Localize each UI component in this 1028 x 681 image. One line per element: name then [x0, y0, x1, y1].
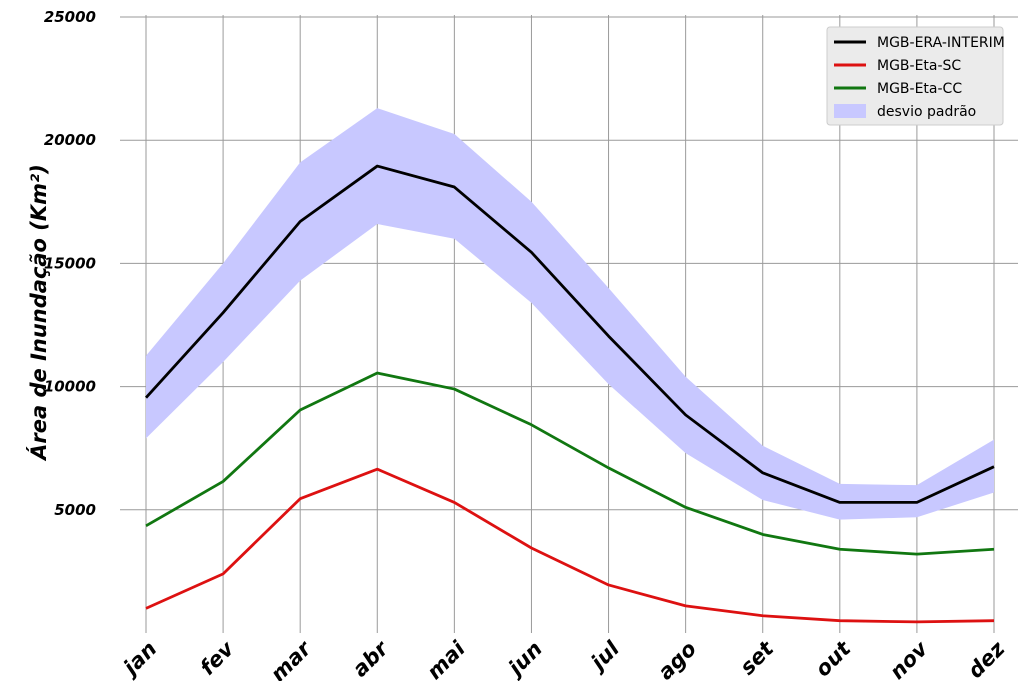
x-axis-ticks: jan fev mar abr mai jun jul ago set out nov dez	[117, 635, 1010, 681]
legend-swatch	[834, 104, 866, 118]
legend-label: MGB-ERA-INTERIM	[877, 35, 1005, 51]
x-tick-label: mar	[266, 635, 317, 681]
x-tick-label: out	[811, 636, 857, 681]
series-line-mgb-eta-cc	[145, 371, 995, 556]
legend: MGB-ERA-INTERIM MGB-Eta-SC MGB-Eta-CC desvi…	[826, 26, 1005, 126]
x-tick-label: jan	[117, 637, 162, 681]
y-axis-ticks: 5000 10000 15000 20000 25000	[44, 8, 96, 519]
x-tick-label: jun	[502, 637, 547, 681]
y-tick-label: 15000	[44, 254, 96, 272]
series-line-mgb-era-interim	[144, 164, 995, 504]
y-tick-label: 5000	[54, 501, 96, 519]
x-tick-label: jul	[584, 636, 624, 676]
y-tick-label: 20000	[44, 131, 96, 149]
legend-label: MGB-Eta-CC	[877, 81, 962, 97]
x-tick-label: nov	[885, 636, 933, 681]
legend-label: desvio padrão	[877, 104, 976, 120]
y-tick-label: 25000	[44, 8, 96, 26]
legend-box	[826, 26, 1004, 126]
series-line-mgb-eta-sc	[145, 467, 995, 624]
x-tick-label: abr	[348, 635, 394, 681]
y-tick-label: 10000	[44, 378, 96, 396]
y-axis-label: Área de Inundação (Km²)	[26, 164, 51, 462]
x-tick-label: fev	[195, 636, 239, 680]
std-band-layer	[146, 108, 994, 520]
x-tick-label: set	[735, 636, 779, 680]
x-tick-label: mai	[422, 636, 470, 681]
std-deviation-band	[146, 108, 994, 520]
series-layer	[144, 164, 995, 624]
x-tick-label: dez	[963, 636, 1010, 681]
x-tick-label: ago	[653, 637, 701, 681]
legend-label: MGB-Eta-SC	[877, 58, 961, 74]
